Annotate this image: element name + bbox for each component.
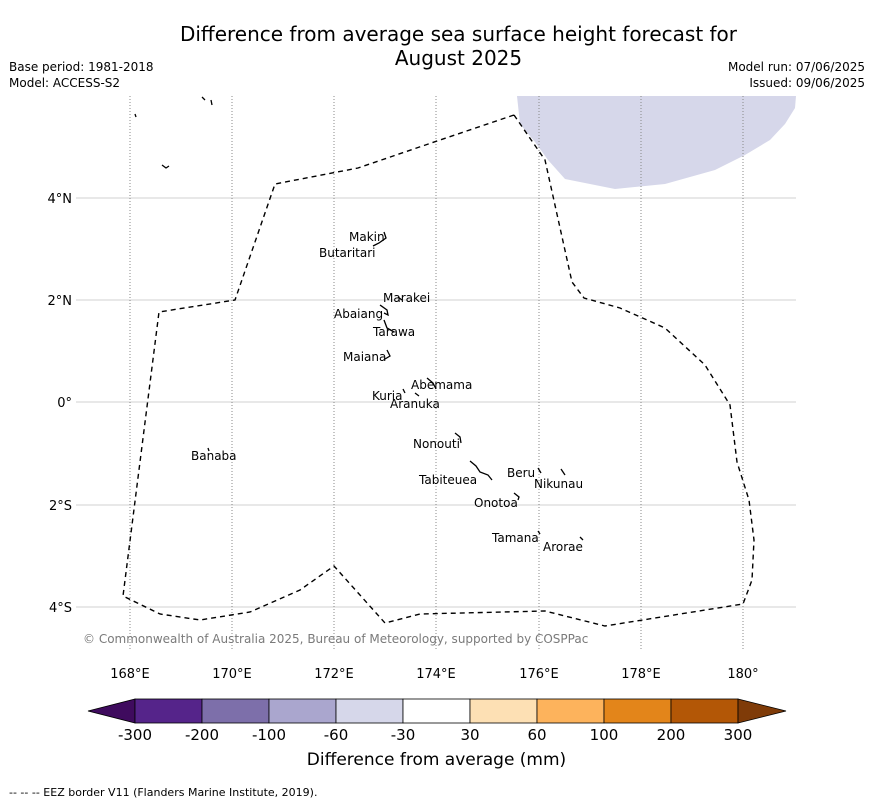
island-shape bbox=[537, 530, 541, 535]
colorbar-label: Difference from average (mm) bbox=[306, 750, 567, 770]
island-shape bbox=[161, 164, 170, 169]
island-shape bbox=[207, 447, 210, 452]
island-shape bbox=[134, 113, 137, 118]
model-run: Model run: 07/06/2025 bbox=[727, 60, 865, 74]
colorbar-segment bbox=[603, 698, 672, 724]
colorbar-segment bbox=[335, 698, 404, 724]
island-shape bbox=[397, 296, 403, 301]
title-line-2: August 2025 bbox=[394, 46, 523, 70]
lat-tick-label: 2°N bbox=[48, 294, 73, 309]
colorbar-segment bbox=[670, 698, 739, 724]
colorbar-tick-label: -30 bbox=[391, 726, 416, 744]
colorbar-segment bbox=[536, 698, 605, 724]
colorbar bbox=[87, 698, 787, 724]
colorbar-segment bbox=[134, 698, 203, 724]
meta-right: Model run: 07/06/2025 Issued: 09/06/2025 bbox=[728, 59, 865, 91]
island-shape bbox=[402, 388, 420, 397]
island-label-makin: Makin bbox=[349, 230, 385, 244]
lat-tick-label: 2°S bbox=[49, 499, 72, 514]
lat-tick-label: 0° bbox=[57, 396, 72, 411]
island-label-aranuka: Aranuka bbox=[390, 397, 440, 411]
island-label-tarawa: Tarawa bbox=[372, 325, 415, 339]
island-label-banaba: Banaba bbox=[191, 449, 237, 463]
lon-tick-label: 176°E bbox=[519, 667, 559, 682]
island-label-nonouti: Nonouti bbox=[413, 437, 460, 451]
colorbar-segment bbox=[268, 698, 337, 724]
title-line-1: Difference from average sea surface heig… bbox=[179, 22, 738, 46]
eez-border bbox=[122, 114, 755, 627]
lon-tick-label: 170°E bbox=[212, 667, 252, 682]
island-label-abemama: Abemama bbox=[411, 378, 472, 392]
island-label-butaritari: Butaritari bbox=[319, 246, 376, 260]
colorbar-tick-label: 300 bbox=[724, 726, 753, 744]
lon-tick-label: 180° bbox=[727, 667, 758, 682]
island-shape bbox=[383, 319, 395, 333]
colorbar-segment bbox=[402, 698, 471, 724]
island-shape bbox=[560, 468, 566, 476]
colorbar-tick-label: 30 bbox=[460, 726, 479, 744]
meta-left: Base period: 1981-2018 Model: ACCESS-S2 bbox=[9, 59, 154, 91]
colorbar-tick-label: -200 bbox=[185, 726, 219, 744]
island-label-onotoa: Onotoa bbox=[474, 496, 518, 510]
map-title: Difference from average sea surface heig… bbox=[0, 22, 873, 70]
colorbar-tick-label: 60 bbox=[527, 726, 546, 744]
model-name: Model: ACCESS-S2 bbox=[9, 76, 121, 90]
lat-tick-label: 4°N bbox=[48, 192, 73, 207]
colorbar-tick-label: -300 bbox=[118, 726, 152, 744]
colorbar-extend-high bbox=[737, 698, 787, 724]
island-label-nikunau: Nikunau bbox=[534, 477, 583, 491]
colorbar-extend-low bbox=[87, 698, 136, 724]
island-shapes bbox=[134, 96, 584, 541]
island-label-arorae: Arorae bbox=[543, 540, 583, 554]
island-shape bbox=[454, 432, 462, 444]
issued-date: Issued: 09/06/2025 bbox=[749, 76, 865, 90]
island-shape bbox=[469, 460, 493, 481]
island-label-kuria: Kuria bbox=[372, 389, 403, 403]
island-label-beru: Beru bbox=[507, 466, 535, 480]
lon-tick-label: 168°E bbox=[110, 667, 150, 682]
colorbar-tick-label: 200 bbox=[657, 726, 686, 744]
lon-tick-label: 172°E bbox=[314, 667, 354, 682]
anomaly-region-lavender bbox=[517, 96, 796, 189]
island-shape bbox=[372, 231, 387, 247]
island-shape bbox=[426, 377, 437, 390]
island-shape bbox=[201, 96, 213, 106]
island-shape bbox=[579, 536, 584, 541]
island-shape bbox=[384, 349, 391, 360]
copyright-notice: © Commonwealth of Australia 2025, Bureau… bbox=[83, 632, 589, 646]
lat-tick-label: 4°S bbox=[49, 601, 72, 616]
lon-tick-label: 178°E bbox=[621, 667, 661, 682]
island-shape bbox=[513, 492, 520, 501]
colorbar-tick-label: -60 bbox=[324, 726, 349, 744]
island-label-tabiteuea: Tabiteuea bbox=[418, 473, 477, 487]
colorbar-tick-label: -100 bbox=[252, 726, 286, 744]
base-period: Base period: 1981-2018 bbox=[9, 60, 154, 74]
lon-tick-label: 174°E bbox=[416, 667, 456, 682]
colorbar-segment bbox=[469, 698, 538, 724]
island-label-marakei: Marakei bbox=[383, 291, 430, 305]
island-label-abaiang: Abaiang bbox=[334, 307, 383, 321]
longitude-gridlines bbox=[129, 96, 744, 650]
eez-border-note: -- -- -- EEZ border V11 (Flanders Marine… bbox=[9, 786, 318, 799]
island-label-maiana: Maiana bbox=[343, 350, 386, 364]
colorbar-segment bbox=[201, 698, 270, 724]
island-shape bbox=[379, 304, 389, 317]
colorbar-tick-label: 100 bbox=[590, 726, 619, 744]
island-label-tamana: Tamana bbox=[491, 531, 539, 545]
island-shape bbox=[537, 467, 542, 474]
